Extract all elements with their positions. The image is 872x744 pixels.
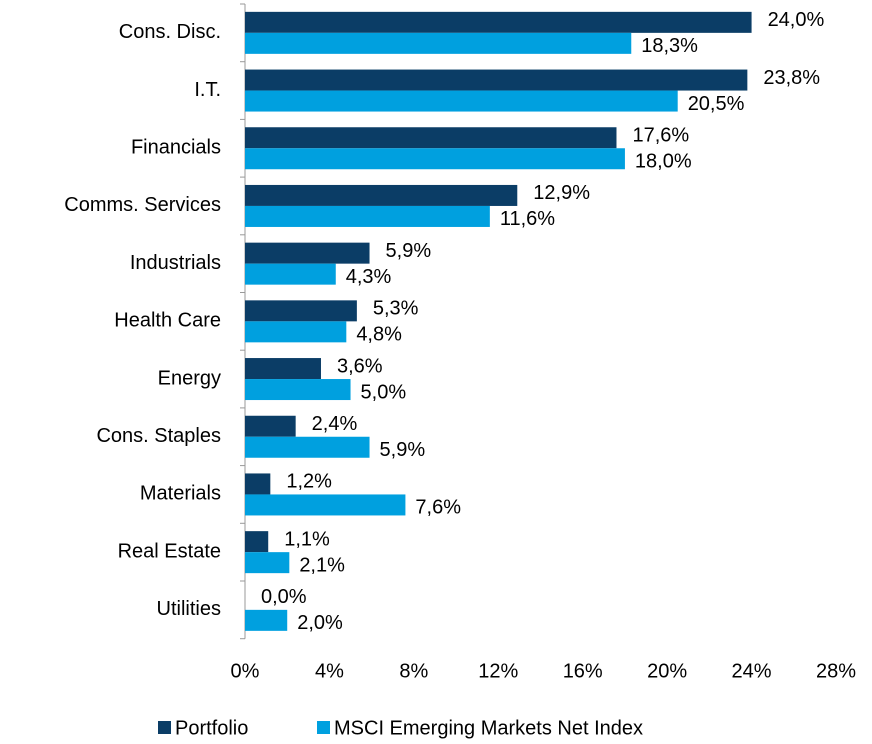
bar [245, 494, 406, 516]
x-tick-label: 0% [231, 660, 260, 682]
value-label: 0,0% [261, 586, 307, 608]
value-label: 1,2% [286, 471, 332, 493]
x-tick-label: 8% [399, 660, 428, 682]
bar [245, 436, 370, 458]
value-label: 18,3% [641, 35, 698, 57]
x-tick-label: 20% [647, 660, 687, 682]
bar [245, 609, 288, 631]
value-label: 5,3% [373, 298, 419, 320]
bar [245, 263, 336, 285]
y-tick-label: Real Estate [118, 540, 221, 562]
bar [245, 184, 518, 206]
bar [245, 32, 632, 54]
bar [245, 473, 271, 495]
y-tick-label: Health Care [114, 310, 221, 332]
bar [245, 531, 269, 553]
bar [245, 300, 357, 322]
bar [245, 358, 321, 380]
y-tick-label: Financials [131, 137, 221, 159]
y-tick-label: I.T. [194, 79, 221, 101]
value-label: 17,6% [632, 125, 689, 147]
value-label: 4,8% [356, 324, 402, 346]
bar [245, 242, 370, 264]
value-label: 11,6% [500, 208, 555, 230]
value-label: 18,0% [635, 151, 692, 173]
legend-label: Portfolio [175, 717, 248, 739]
legend-swatch [317, 721, 330, 734]
value-label: 5,9% [386, 240, 432, 262]
x-tick-label: 4% [315, 660, 344, 682]
bar [245, 11, 752, 33]
legend-swatch [158, 721, 171, 734]
bar [245, 90, 678, 112]
value-label: 7,6% [415, 497, 461, 519]
value-label: 24,0% [768, 9, 825, 31]
value-label: 2,1% [299, 554, 345, 576]
value-label: 5,0% [361, 381, 407, 403]
y-tick-label: Cons. Disc. [119, 21, 221, 43]
value-label: 20,5% [688, 93, 745, 115]
value-label: 5,9% [380, 439, 426, 461]
value-label: 23,8% [763, 67, 820, 89]
bar [245, 205, 490, 227]
x-tick-label: 28% [816, 660, 856, 682]
bar [245, 69, 748, 91]
bar [245, 552, 290, 574]
bar [245, 148, 625, 170]
y-tick-label: Materials [140, 483, 221, 505]
bar [245, 321, 347, 343]
value-label: 4,3% [346, 266, 392, 288]
value-label: 3,6% [337, 355, 383, 377]
value-label: 1,1% [284, 528, 330, 550]
y-tick-label: Comms. Services [64, 194, 221, 216]
y-tick-label: Industrials [130, 252, 221, 274]
bar [245, 127, 617, 149]
value-label: 2,4% [312, 413, 358, 435]
value-label: 12,9% [533, 182, 590, 204]
bar [245, 415, 296, 437]
x-tick-label: 16% [563, 660, 603, 682]
y-tick-label: Energy [158, 367, 221, 389]
value-label: 2,0% [297, 612, 343, 634]
legend-label: MSCI Emerging Markets Net Index [334, 717, 643, 739]
bar [245, 379, 351, 401]
x-tick-label: 24% [732, 660, 772, 682]
x-tick-label: 12% [478, 660, 518, 682]
y-tick-label: Cons. Staples [96, 425, 221, 447]
y-tick-label: Utilities [157, 598, 221, 620]
